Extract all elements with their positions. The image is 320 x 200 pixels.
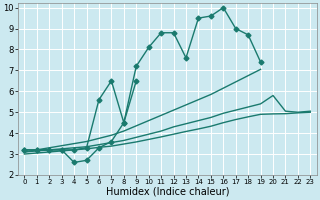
X-axis label: Humidex (Indice chaleur): Humidex (Indice chaleur) <box>106 187 229 197</box>
